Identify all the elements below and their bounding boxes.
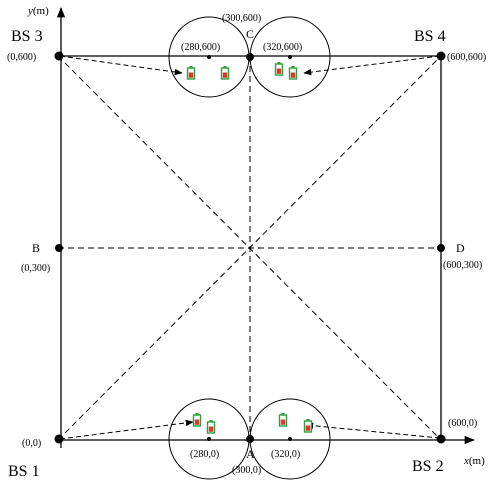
y-axis-label: y(m) [27,5,49,17]
center-c3-marker [207,55,211,59]
point-d-label: D [456,241,465,255]
link-bs2 [305,422,441,439]
point-a-marker [246,435,254,443]
bs3-label: BS 3 [11,28,43,45]
battery-device-icon [288,65,298,80]
bs3-marker [54,51,64,61]
center-c1-marker [207,437,211,441]
battery-device-icon [206,419,216,434]
point-c-coord: (300,600) [222,13,261,24]
bs4-coord: (600,600) [447,52,486,63]
center-c2-label: (320,0) [271,449,300,460]
center-c1-label: (280,0) [190,449,219,460]
point-b-coord: (0,300) [21,263,50,274]
center-c4-marker [288,55,292,59]
point-d-coord: (600,300) [443,260,482,271]
center-c3-label: (280,600) [181,42,220,53]
point-c-marker [246,53,254,61]
point-b-marker [55,244,63,252]
battery-device-icon [274,61,284,76]
point-b-label: B [32,241,40,255]
bs2-marker [436,434,446,444]
battery-device-icon [278,412,288,427]
battery-device-icon [220,65,230,80]
point-d-marker [437,244,445,252]
bs1-label: BS 1 [8,463,40,480]
bs2-label: BS 2 [412,458,444,475]
link-bs1 [59,419,194,440]
point-a-coord: (300,0) [232,465,261,476]
bs1-coord: (0,0) [22,438,41,449]
battery-device-icon [303,418,313,433]
battery-device-icon [192,412,202,427]
bs1-marker [54,434,64,444]
bs3-coord: (0,600) [7,52,36,63]
battery-device-icon [186,65,196,80]
bs2-coord: (600,0) [448,418,477,429]
center-c4-label: (320,600) [263,42,302,53]
bs4-label: BS 4 [414,28,446,45]
x-axis-label: x(m) [463,455,485,467]
bs4-marker [436,51,446,61]
center-c2-marker [288,437,292,441]
point-a-label: A [246,447,255,461]
point-c-label: C [246,27,254,41]
link-bs3 [59,55,183,76]
link-bs4 [303,55,441,76]
